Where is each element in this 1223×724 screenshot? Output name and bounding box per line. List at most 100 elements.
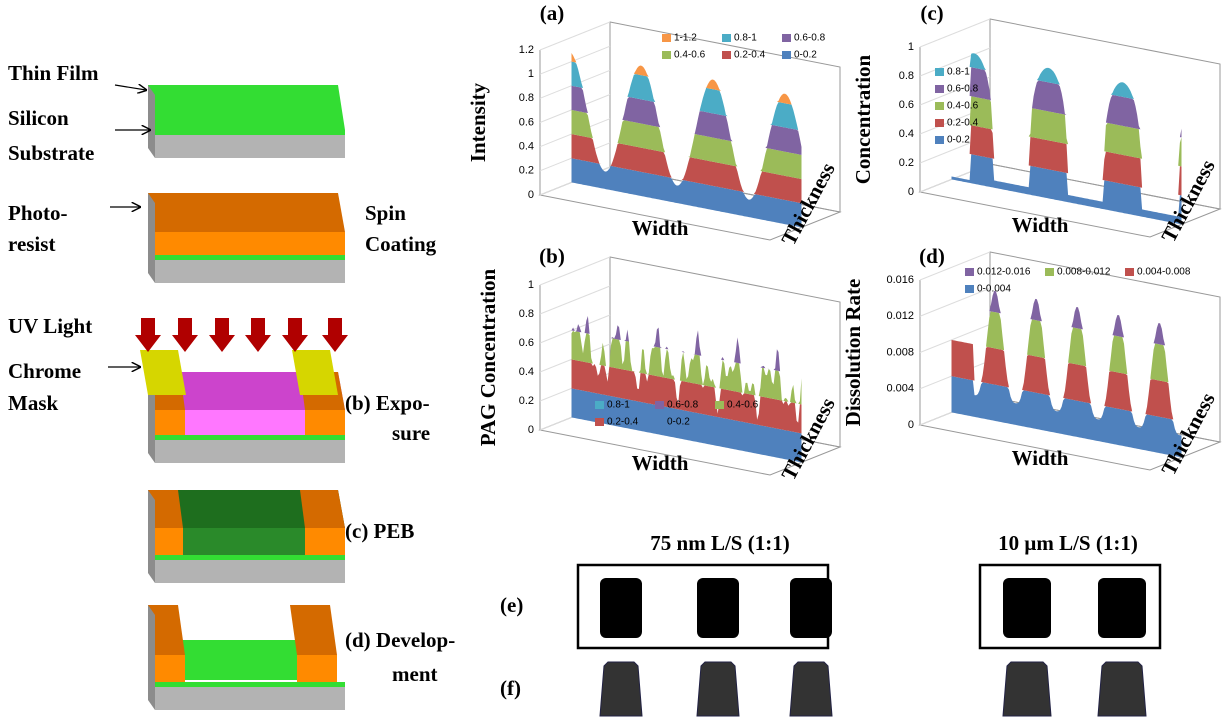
shape — [155, 232, 345, 255]
shape — [183, 528, 305, 555]
surface-plot: 00.0040.0080.0120.0160.012-0.0160.008-0.… — [841, 244, 1220, 479]
tick-label: 0.2 — [519, 395, 534, 407]
arrow — [135, 318, 161, 352]
arrow — [322, 318, 348, 352]
shape — [148, 605, 155, 710]
legend-swatch — [935, 136, 944, 144]
surface-plot: 00.20.40.60.811.21-1.20.8-10.6-0.80.4-0.… — [466, 1, 840, 249]
legend-swatch — [595, 401, 604, 409]
shape — [155, 135, 345, 158]
tick-label: 0.6 — [519, 337, 534, 349]
legend-label: 0.008-0.012 — [1057, 267, 1111, 278]
legend-swatch — [662, 51, 671, 59]
legend-label: 0.6-0.8 — [667, 400, 699, 411]
shape — [148, 193, 345, 232]
arrow — [209, 318, 235, 352]
row-label: (f) — [500, 676, 521, 700]
tick-label: 0 — [528, 189, 534, 201]
shape — [155, 130, 345, 135]
shape — [155, 440, 345, 463]
shape — [155, 528, 183, 555]
profile — [1098, 662, 1146, 716]
legend-label: 0.004-0.008 — [1137, 267, 1191, 278]
profile — [600, 662, 642, 716]
legend-swatch — [782, 51, 791, 59]
legend-label: 0.012-0.016 — [977, 267, 1031, 278]
axis-label: Concentration — [851, 54, 875, 184]
shape — [148, 490, 155, 583]
resist-line — [697, 578, 739, 638]
tick-label: 0.8 — [899, 70, 914, 82]
axis-label: Dissolution Rate — [841, 279, 865, 427]
panel-label: (c) — [920, 1, 943, 25]
legend-label: 0-0.2 — [667, 417, 690, 428]
label: Thin Film — [8, 61, 99, 85]
tick-label: 1 — [908, 41, 914, 53]
label: Chrome — [8, 359, 81, 383]
profile — [790, 662, 832, 716]
shape — [297, 655, 337, 682]
legend-swatch — [782, 34, 791, 42]
legend-swatch — [722, 51, 731, 59]
axis-label: Width — [632, 216, 689, 240]
legend-label: 0.2-0.4 — [607, 417, 639, 428]
resist-line — [600, 578, 642, 638]
profile — [697, 662, 739, 716]
label: sure — [392, 421, 430, 445]
legend-swatch — [1125, 268, 1134, 276]
row-label: (e) — [500, 593, 523, 617]
label: Photo- — [8, 201, 68, 225]
shape — [305, 528, 345, 555]
axis-label: Thickness — [1156, 156, 1219, 247]
tick-label: 1 — [528, 279, 534, 291]
label: (d) Develop- — [345, 628, 455, 652]
legend-swatch — [715, 401, 724, 409]
legend-label: 0.2-0.4 — [947, 118, 979, 129]
label: ment — [392, 662, 438, 686]
legend-label: 0-0.004 — [977, 284, 1011, 295]
label: Coating — [365, 232, 437, 256]
shape — [148, 193, 155, 283]
label: (b) Expo- — [345, 391, 430, 415]
tick-label: 1 — [528, 68, 534, 80]
legend-swatch — [1045, 268, 1054, 276]
shape — [292, 350, 338, 395]
legend-swatch — [722, 34, 731, 42]
resist-line — [1098, 578, 1146, 638]
grid-line — [540, 286, 610, 314]
legend-swatch — [655, 418, 664, 426]
legend-swatch — [662, 34, 671, 42]
shape — [155, 255, 345, 260]
panel-label: (d) — [919, 244, 945, 268]
micro-title: 75 nm L/S (1:1) — [650, 531, 789, 555]
arrow — [282, 318, 308, 352]
tick-label: 0.4 — [519, 366, 534, 378]
shape — [155, 655, 185, 682]
shape — [140, 350, 186, 395]
micro-title: 10 μm L/S (1:1) — [998, 531, 1138, 555]
tick-label: 0.4 — [519, 141, 534, 153]
shape — [305, 410, 345, 435]
arrow — [245, 318, 271, 352]
tick-label: 0.6 — [519, 116, 534, 128]
surface-band — [952, 291, 1182, 349]
label: Substrate — [8, 141, 94, 165]
legend-swatch — [655, 401, 664, 409]
grid-line — [540, 22, 610, 50]
shape — [155, 687, 345, 710]
axis-label: Intensity — [466, 82, 490, 162]
tick-label: 0.012 — [886, 310, 914, 322]
tick-label: 1.2 — [519, 44, 534, 56]
axis-label: PAG Concentration — [476, 268, 500, 446]
shape — [290, 605, 337, 655]
legend-label: 0.6-0.8 — [794, 33, 826, 44]
legend-swatch — [935, 68, 944, 76]
tick-label: 0.008 — [886, 346, 914, 358]
legend-swatch — [595, 418, 604, 426]
legend-label: 0.8-1 — [734, 33, 757, 44]
process-shapes — [108, 85, 348, 710]
arrow — [172, 318, 198, 352]
panel-label: (a) — [540, 1, 565, 25]
axis-label: Width — [632, 451, 689, 475]
profile — [1003, 662, 1051, 716]
